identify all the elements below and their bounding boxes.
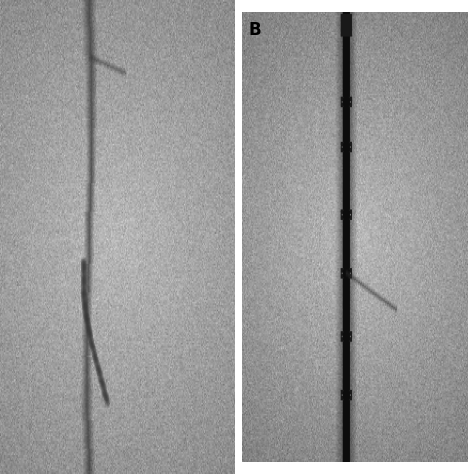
Text: B: B	[249, 21, 262, 39]
